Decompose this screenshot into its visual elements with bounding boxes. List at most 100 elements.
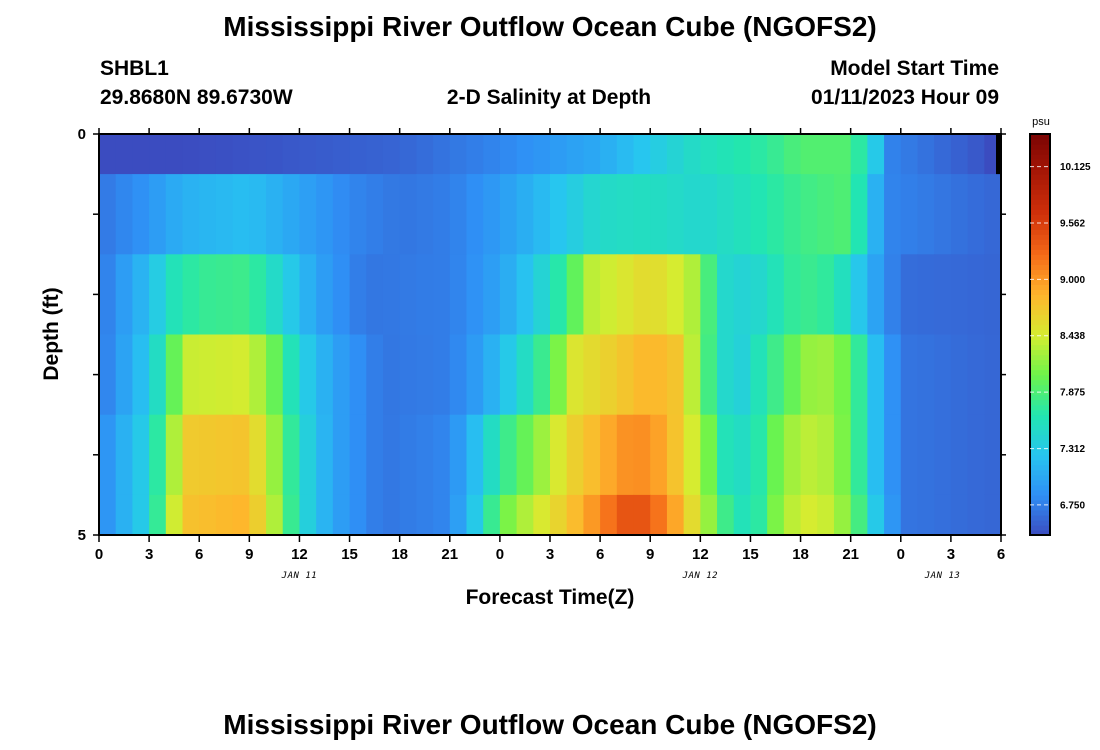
heatmap-cell	[650, 414, 668, 496]
heatmap-cell	[867, 254, 885, 336]
heatmap-cell	[683, 174, 701, 255]
heatmap-cell	[483, 254, 501, 336]
heatmap-cell	[767, 494, 785, 536]
colorbar-segment	[1030, 264, 1050, 270]
heatmap-cell	[433, 254, 451, 336]
colorbar-label: 6.750	[1060, 500, 1085, 511]
colorbar-segment	[1030, 314, 1050, 321]
heatmap-cell	[566, 254, 584, 336]
heatmap-cell	[616, 494, 635, 536]
heatmap-cell	[683, 334, 701, 416]
heatmap-cell	[666, 174, 685, 255]
heatmap-cell	[767, 334, 785, 416]
bottom-title: Mississippi River Outflow Ocean Cube (NG…	[223, 709, 876, 740]
heatmap-cell	[366, 334, 384, 416]
colorbar-segment	[1030, 424, 1050, 431]
x-tick-label: 15	[742, 546, 759, 563]
colorbar-segment	[1030, 529, 1050, 536]
heatmap-cell	[683, 134, 701, 175]
heatmap-cell	[316, 174, 334, 255]
heatmap-cell	[399, 174, 417, 255]
heatmap-cell	[249, 174, 267, 255]
heatmap-cell	[833, 414, 852, 496]
heatmap-cell	[616, 134, 635, 175]
x-tick-label: 0	[95, 546, 103, 563]
x-tick-label: 12	[291, 546, 308, 563]
heatmap-cell	[316, 414, 334, 496]
heatmap-cell	[984, 334, 1002, 416]
heatmap-cell	[249, 254, 267, 336]
heatmap-cell	[182, 174, 200, 255]
heatmap-cell	[683, 494, 701, 536]
heatmap-cell	[232, 174, 250, 255]
heatmap-cell	[550, 254, 568, 336]
x-tick-label: 6	[596, 546, 604, 563]
heatmap-cell	[600, 494, 618, 536]
heatmap-cell	[466, 254, 484, 336]
heatmap-cell	[616, 254, 635, 336]
station-coords: 29.8680N 89.6730W	[100, 86, 293, 109]
heatmap-cell	[917, 494, 935, 536]
heatmap-cell	[833, 334, 852, 416]
colorbar-segment	[1030, 504, 1050, 511]
heatmap-cell	[533, 334, 551, 416]
colorbar-segment	[1030, 379, 1050, 386]
heatmap-cell	[433, 414, 451, 496]
heatmap-cell	[850, 174, 868, 255]
heatmap-cell	[533, 494, 551, 536]
heatmap-cell	[249, 134, 267, 175]
heatmap-cell	[950, 134, 969, 175]
colorbar-segment	[1030, 494, 1050, 501]
heatmap-cell	[115, 414, 133, 496]
colorbar-segment	[1030, 339, 1050, 346]
colorbar-segment	[1030, 334, 1050, 341]
heatmap-cell	[199, 334, 217, 416]
colorbar-segment	[1030, 374, 1050, 381]
heatmap-cell	[483, 174, 501, 255]
y-axis: 05	[78, 126, 1006, 544]
heatmap-cell	[600, 134, 618, 175]
colorbar-segment	[1030, 284, 1050, 290]
heatmap-cell	[165, 134, 184, 175]
colorbar-segment	[1030, 229, 1050, 235]
colorbar-segment	[1030, 369, 1050, 376]
heatmap-cell	[833, 134, 852, 175]
x-tick-label: 0	[496, 546, 504, 563]
heatmap-cell	[416, 174, 434, 255]
heatmap-cell	[917, 174, 935, 255]
heatmap-cell	[332, 254, 351, 336]
heatmap-cell	[99, 174, 117, 255]
colorbar-segment	[1030, 274, 1050, 280]
heatmap-cell	[215, 254, 234, 336]
heatmap-cell	[800, 254, 818, 336]
heatmap-cell	[633, 134, 651, 175]
heatmap-cell	[900, 494, 919, 536]
heatmap-cell	[566, 494, 584, 536]
heatmap-cell	[783, 174, 802, 255]
x-axis: 0 3 6 9 12 15 18 21 0 3 6 9 12 15 18 21 0 3 6 JAN 11 JAN 12 J…	[95, 128, 1005, 581]
heatmap-cell	[199, 494, 217, 536]
heatmap-cell	[165, 174, 184, 255]
heatmap-cell	[215, 334, 234, 416]
heatmap-cell	[99, 334, 117, 416]
colorbar-segment	[1030, 399, 1050, 406]
heatmap-cell	[332, 134, 351, 175]
heatmap-cell	[800, 334, 818, 416]
heatmap-cell	[666, 134, 685, 175]
heatmap-cell	[917, 134, 935, 175]
heatmap-cell	[666, 494, 685, 536]
heatmap-cell	[967, 414, 985, 496]
heatmap-cell	[817, 334, 835, 416]
heatmap-cell	[433, 174, 451, 255]
heatmap-cell	[583, 334, 601, 416]
colorbar-segment	[1030, 359, 1050, 366]
heatmap-cell	[967, 254, 985, 336]
heatmap-cell	[483, 494, 501, 536]
heatmap-cell	[399, 414, 417, 496]
colorbar-segment	[1030, 439, 1050, 446]
heatmap-cell	[115, 134, 133, 175]
heatmap-cell	[99, 494, 117, 536]
heatmap-cell	[132, 494, 150, 536]
heatmap-cell	[366, 134, 384, 175]
heatmap-cell	[600, 174, 618, 255]
